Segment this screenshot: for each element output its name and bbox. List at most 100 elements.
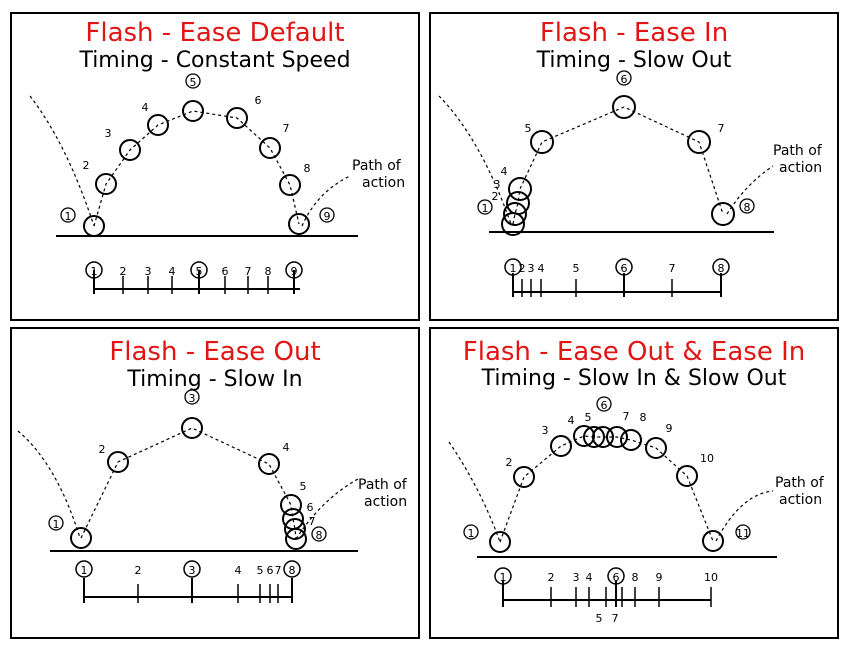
ball-frame-8 [711,202,735,226]
ball-frame-2 [503,202,527,226]
timeline-label: 8 [718,262,725,275]
frame-label: 6 [255,94,262,107]
timeline-label: 7 [275,564,282,577]
trajectory-arc [512,106,724,225]
ball-frame-7 [687,130,711,154]
timeline-label: 4 [169,265,176,278]
ball-frame-11 [702,530,724,552]
ball-frame-7 [259,137,281,159]
key-frame-ring [185,73,201,89]
ball-frame-1 [70,527,92,549]
ball-frame-2 [95,173,117,195]
timeline-label: 9 [656,571,663,584]
path-of-action-exit [301,175,351,227]
frame-label: 6 [621,73,628,86]
panel-title: Flash - Ease Out [109,337,321,367]
timeline-label: 3 [528,262,535,275]
timeline-label: 6 [222,265,229,278]
timeline-label: 5 [573,262,580,275]
timeline-label: 8 [265,265,272,278]
frame-label: 3 [189,392,196,405]
timeline-label: 6 [613,571,620,584]
timeline-key-ring [615,258,633,276]
panel-subtitle: Timing - Slow In & Slow Out [481,366,787,391]
ball-frame-9 [288,213,310,235]
timeline-label: 3 [145,265,152,278]
frame-label: 7 [623,410,630,423]
key-frame-ring [616,70,632,86]
path-of-action-note: Path of action [775,475,824,509]
key-frame-ring [184,389,200,405]
note-line-2: action [362,175,406,191]
timeline-key-ring [494,567,512,585]
ball-frame-8 [620,429,642,451]
frame-label: 3 [105,127,112,140]
frame-label: 2 [492,190,499,203]
frame-label: 2 [99,443,106,456]
frame-label: 10 [700,452,714,465]
timeline-label: 5 [257,564,264,577]
ball-frame-5 [280,494,302,516]
frame-label: 4 [142,101,149,114]
frame-label: 1 [482,202,489,215]
frame-label: 5 [585,411,592,424]
timeline-key-ring [712,258,730,276]
timeline-label: 5 [196,265,203,278]
frame-label: 4 [283,441,290,454]
note-line-1: Path of [775,475,824,491]
frame-label: 4 [501,165,508,178]
timeline-label: 1 [510,262,517,275]
trajectory-arc [93,110,300,227]
ball-frame-1 [83,215,105,237]
timeline-label: 7 [245,265,252,278]
panel-title: Flash - Ease Out & Ease In [462,337,806,367]
ball-frame-3 [506,191,530,215]
key-frame-ring [48,515,64,531]
key-frame-ring [735,524,751,540]
timeline-key-ring [283,560,301,578]
ball-frame-2 [513,466,535,488]
frame-label: 8 [316,529,323,542]
timeline-label: 5 [596,612,603,625]
ball-frame-4 [508,177,532,201]
frame-label: 11 [736,527,750,540]
path-of-action-entry [29,95,95,227]
timeline-label: 7 [669,262,676,275]
key-frame-ring [311,526,327,542]
timeline-key-ring [504,258,522,276]
path-of-action-entry [438,95,512,225]
path-of-action-note: Path of action [358,477,407,511]
key-frame-ring [319,207,335,223]
frame-label: 1 [468,527,475,540]
ball-frame-8 [279,174,301,196]
frame-label: 5 [300,480,307,493]
ball-frame-7 [284,518,306,540]
note-line-2: action [779,492,823,508]
frame-label: 8 [640,411,647,424]
ball-frame-3 [119,139,141,161]
path-of-action-note: Path of action [352,158,405,192]
timeline-key-ring [85,261,103,279]
ball-frame-7 [606,426,628,448]
timeline-label: 6 [621,262,628,275]
timeline-label: 2 [519,262,526,275]
note-line-2: action [779,160,823,176]
ball-frame-10 [676,465,698,487]
ball-frame-6 [592,426,614,448]
ball-frame-6 [612,95,636,119]
panel-title: Flash - Ease Default [85,18,345,48]
timeline-key-ring [190,261,208,279]
ball-frame-4 [258,453,280,475]
timeline-key-ring [607,567,625,585]
note-line-1: Path of [773,143,822,159]
path-of-action-exit [726,165,774,215]
panel-subtitle: Timing - Slow Out [536,48,732,73]
frame-label: 7 [718,122,725,135]
frame-label: 2 [506,456,513,469]
key-frame-ring [60,207,76,223]
frame-label: 3 [542,424,549,437]
